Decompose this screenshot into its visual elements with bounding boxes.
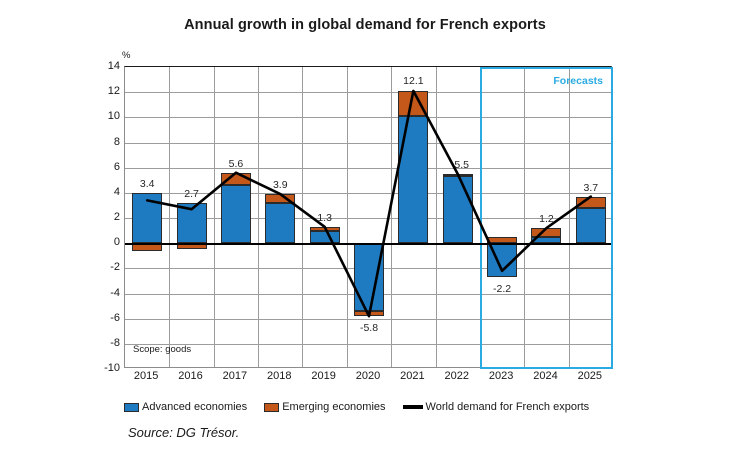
y-axis-tick-label: -8 xyxy=(110,336,120,349)
gridline-horizontal xyxy=(125,92,611,94)
gridline-vertical xyxy=(524,67,526,367)
gridline-vertical xyxy=(391,67,393,367)
y-axis-tick-label: -6 xyxy=(110,311,120,324)
bar-segment-advanced xyxy=(132,192,163,244)
y-axis-tick-label: 8 xyxy=(113,135,120,148)
forecast-region-label: Forecasts xyxy=(553,75,603,87)
gridline-vertical xyxy=(435,67,437,367)
data-label: -5.8 xyxy=(359,322,379,335)
legend-item-label: Advanced economies xyxy=(142,401,248,413)
plot-inner: Forecasts 3.4 2.7 5.6 3.9 1.3 -5.8 12.1 5.5 -2.2 1… xyxy=(125,67,613,369)
bar-segment-emerging xyxy=(354,311,384,317)
legend-item-label: World demand for French exports xyxy=(425,401,590,413)
y-axis-tick-label: -2 xyxy=(110,261,120,274)
data-label: 1.2 xyxy=(539,213,554,226)
data-label: 12.1 xyxy=(403,74,424,87)
data-label: 3.4 xyxy=(139,177,155,190)
x-axis-tick-label: 2020 xyxy=(355,370,381,382)
gridline-horizontal xyxy=(125,318,611,320)
data-label: 5.5 xyxy=(454,158,470,171)
gridline-horizontal xyxy=(125,167,611,169)
x-axis-tick-label: 2021 xyxy=(400,370,425,382)
bar-segment-advanced xyxy=(309,230,340,244)
plot-area: Forecasts 3.4 2.7 5.6 3.9 1.3 -5.8 12.1 5.5 -2.2 1… xyxy=(124,66,613,369)
gridline-vertical xyxy=(302,67,304,367)
bar-segment-emerging xyxy=(531,228,562,237)
data-label: 3.7 xyxy=(583,181,599,194)
legend-item[interactable]: World demand for French exports xyxy=(402,401,590,413)
bar-segment-advanced xyxy=(398,116,429,244)
gridline-horizontal xyxy=(125,343,611,345)
x-axis-tick-label: 2017 xyxy=(222,370,248,382)
bar-segment-emerging xyxy=(309,226,340,231)
gridline-vertical xyxy=(169,67,171,367)
y-axis-tick-label: 14 xyxy=(107,60,120,72)
gridline-vertical xyxy=(479,67,481,367)
y-axis-tick-label: 10 xyxy=(107,110,120,123)
data-label: -2.2 xyxy=(493,283,512,296)
legend-square-swatch-icon xyxy=(124,402,139,412)
gridline-vertical xyxy=(213,67,215,367)
chart-legend: Advanced economies Emerging economies Worl… xyxy=(124,398,624,416)
bar-segment-emerging xyxy=(398,90,429,117)
y-axis-tick-label: -10 xyxy=(104,362,120,374)
legend-item[interactable]: Advanced economies xyxy=(124,401,247,413)
data-label: 1.3 xyxy=(317,211,332,224)
data-label: 3.9 xyxy=(272,179,288,192)
bar-segment-emerging xyxy=(575,196,606,208)
y-axis-tick-label: 12 xyxy=(107,85,120,98)
x-axis-tick-label: 2023 xyxy=(488,370,514,382)
scope-note: Scope: goods xyxy=(133,344,192,355)
y-axis-tick-label: 2 xyxy=(113,211,120,223)
bar-segment-advanced xyxy=(575,207,606,244)
x-axis-ticks: 2015 2016 2017 2018 2019 2020 2021 2022 2023 2024… xyxy=(124,370,612,388)
y-axis-unit-label: % xyxy=(122,50,131,61)
legend-item-label: Emerging economies xyxy=(282,401,386,413)
x-axis-tick-label: 2015 xyxy=(133,370,159,382)
bar-segment-advanced xyxy=(487,243,518,278)
gridline-horizontal xyxy=(125,117,611,119)
gridline-vertical xyxy=(568,67,570,367)
data-label: 2.7 xyxy=(184,187,199,200)
y-axis-tick-label: -4 xyxy=(110,286,120,299)
page-title: Annual growth in global demand for Frenc… xyxy=(184,17,546,33)
bar-segment-emerging xyxy=(220,172,251,186)
bar-segment-advanced xyxy=(442,176,473,244)
y-axis-tick-label: 0 xyxy=(113,236,120,249)
legend-square-swatch-icon xyxy=(264,402,280,412)
bar-segment-advanced xyxy=(265,202,296,244)
x-axis-tick-label: 2022 xyxy=(444,370,469,382)
gridline-vertical xyxy=(346,67,348,367)
bar-segment-advanced xyxy=(354,243,384,312)
y-axis-ticks: 14 12 10 8 6 4 2 0 -2 -4 -6 -8 -10 xyxy=(90,60,120,374)
legend-line-swatch-icon xyxy=(402,405,423,409)
x-axis-tick-label: 2016 xyxy=(178,370,203,382)
y-axis-tick-label: 4 xyxy=(113,185,120,198)
x-axis-tick-label: 2018 xyxy=(267,370,292,382)
x-axis-tick-label: 2024 xyxy=(533,370,558,382)
bar-segment-advanced xyxy=(176,202,207,244)
x-axis-tick-label: 2019 xyxy=(311,370,336,382)
bar-segment-advanced xyxy=(220,185,251,244)
data-label: 5.6 xyxy=(228,157,244,170)
zero-axis-line xyxy=(125,243,611,245)
bar-segment-emerging xyxy=(442,173,473,177)
gridline-vertical xyxy=(258,67,260,367)
bar-segment-emerging xyxy=(265,194,296,203)
y-axis-tick-label: 6 xyxy=(113,160,120,173)
legend-item[interactable]: Emerging economies xyxy=(264,401,386,413)
source-note: Source: DG Trésor. xyxy=(128,425,240,440)
gridline-horizontal xyxy=(125,142,611,144)
x-axis-tick-label: 2025 xyxy=(577,370,603,382)
